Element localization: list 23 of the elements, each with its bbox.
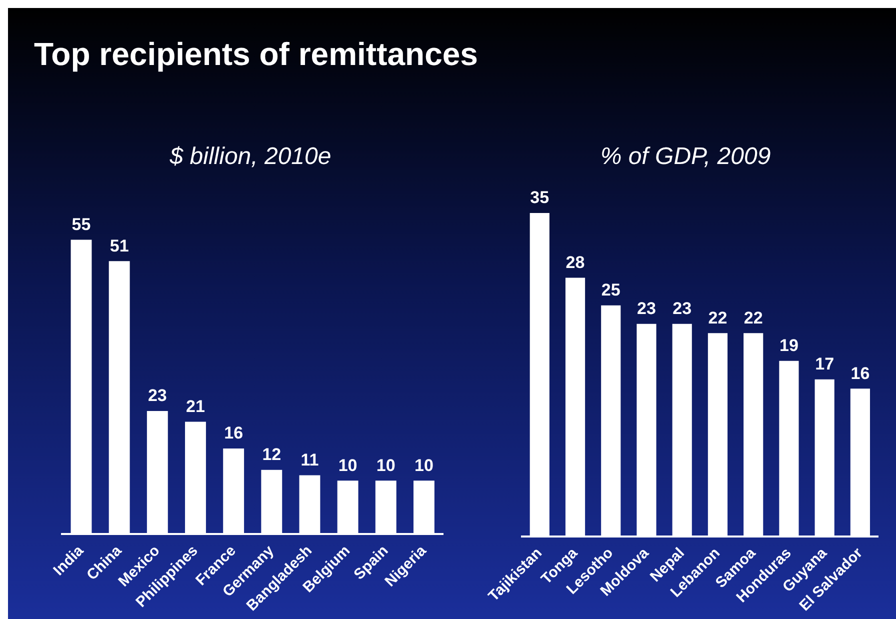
data-label: 55: [72, 214, 91, 234]
data-label: 16: [224, 424, 244, 443]
data-label: 23: [672, 299, 692, 318]
chart-title: Top recipients of remittances: [34, 36, 478, 73]
data-label: 17: [815, 354, 834, 374]
data-label: 23: [637, 299, 656, 318]
data-label: 23: [148, 386, 167, 406]
data-label: 12: [262, 445, 282, 464]
chart-subtitle: $ billion, 2010e: [168, 143, 332, 172]
data-label: 19: [779, 336, 798, 356]
data-label: 35: [530, 188, 550, 208]
data-label: 16: [850, 364, 870, 383]
data-label: 22: [744, 308, 763, 328]
data-label: 10: [376, 456, 396, 475]
data-label: 10: [338, 456, 358, 475]
data-label: 11: [300, 450, 319, 470]
data-label: 28: [566, 252, 585, 272]
chart-subtitle: % of GDP, 2009: [599, 143, 772, 172]
data-label: 51: [110, 236, 129, 256]
data-label: 10: [414, 456, 434, 475]
data-label: 21: [186, 396, 205, 416]
data-label: 25: [601, 280, 620, 300]
data-label: 22: [708, 308, 728, 328]
